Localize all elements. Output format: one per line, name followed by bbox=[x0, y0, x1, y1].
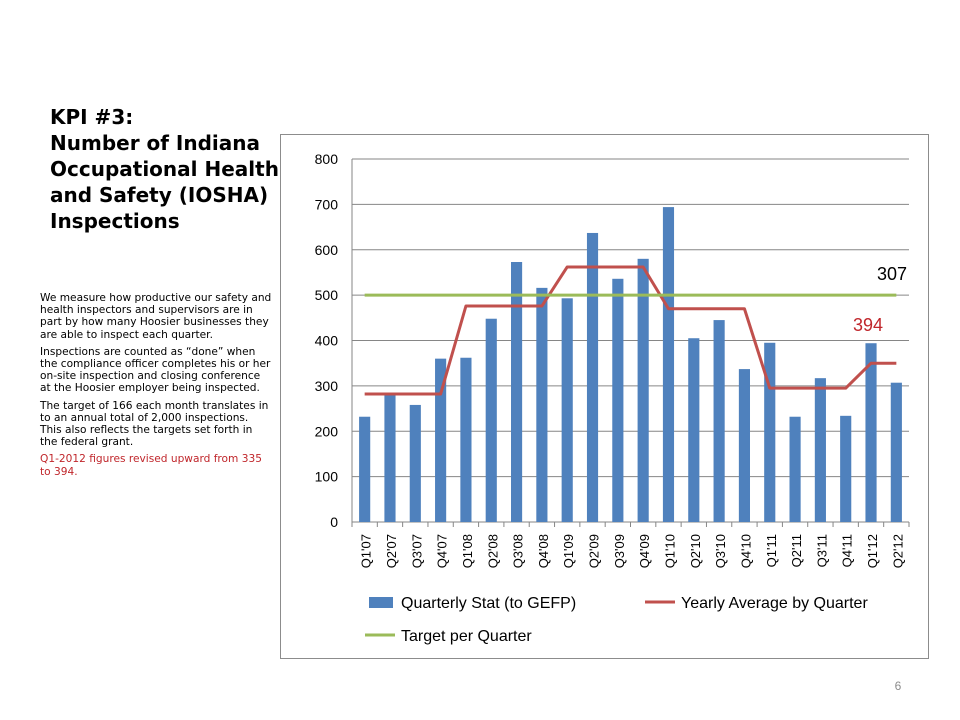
legend-label: Quarterly Stat (to GEFP) bbox=[401, 595, 576, 612]
x-tick-label: Q1'07 bbox=[359, 534, 374, 568]
bar bbox=[561, 298, 573, 522]
x-tick-label: Q3'11 bbox=[814, 534, 829, 567]
y-tick-label: 300 bbox=[315, 378, 339, 394]
bar bbox=[359, 416, 371, 522]
title-line: Occupational Health bbox=[50, 157, 279, 181]
bar bbox=[688, 338, 700, 522]
x-tick-label: Q3'10 bbox=[713, 534, 728, 568]
x-tick-label: Q2'11 bbox=[789, 534, 804, 567]
title-line: Inspections bbox=[50, 209, 180, 233]
description-paragraph: The target of 166 each month translates … bbox=[40, 399, 269, 449]
annotation-label: 307 bbox=[877, 264, 907, 284]
x-tick-label: Q1'12 bbox=[865, 534, 880, 568]
y-tick-label: 200 bbox=[315, 423, 339, 439]
revision-note: Q1-2012 figures revised upward from 335 … bbox=[40, 453, 262, 478]
x-tick-label: Q3'09 bbox=[612, 534, 627, 568]
y-tick-label: 600 bbox=[315, 242, 339, 258]
bar bbox=[409, 404, 421, 522]
description-paragraph: Inspections are counted as “done” when t… bbox=[40, 345, 271, 395]
chart-frame: 0 100 200 300 400 500 600 700 800 Q1'07 Q2'07 Q3'07… bbox=[280, 134, 929, 659]
slide-title: KPI #3: Number of Indiana Occupational H… bbox=[50, 104, 290, 234]
bar bbox=[814, 378, 826, 522]
y-tick-label: 800 bbox=[315, 151, 339, 167]
kpi-description: We measure how productive our safety and… bbox=[40, 292, 272, 483]
bar bbox=[435, 358, 447, 522]
inspections-chart: 0 100 200 300 400 500 600 700 800 Q1'07 Q2'07 Q3'07… bbox=[315, 151, 910, 645]
bar bbox=[637, 258, 649, 522]
x-tick-label: Q4'07 bbox=[435, 534, 450, 568]
bar bbox=[460, 357, 472, 522]
legend-label: Target per Quarter bbox=[401, 628, 532, 645]
x-tick-label: Q4'08 bbox=[536, 534, 551, 568]
x-tick-label: Q3'07 bbox=[409, 534, 424, 568]
bar bbox=[840, 415, 852, 522]
x-tick-label: Q1'09 bbox=[561, 534, 576, 568]
legend-label: Yearly Average by Quarter bbox=[681, 595, 868, 612]
bar bbox=[865, 343, 877, 522]
description-paragraph: We measure how productive our safety and… bbox=[40, 292, 272, 341]
bar bbox=[713, 320, 725, 522]
x-tick-label: Q1'10 bbox=[662, 534, 677, 568]
bar bbox=[662, 207, 675, 522]
x-tick-label: Q4'10 bbox=[738, 534, 753, 568]
x-tick-label: Q1'08 bbox=[460, 534, 475, 568]
title-line: Number of Indiana bbox=[50, 131, 261, 155]
bar bbox=[536, 287, 548, 522]
y-tick-label: 500 bbox=[315, 287, 339, 303]
x-tick-label: Q2'07 bbox=[384, 534, 399, 568]
y-tick-label: 0 bbox=[330, 514, 338, 530]
bar bbox=[586, 232, 599, 522]
bar bbox=[764, 342, 776, 522]
bar bbox=[612, 278, 624, 522]
bar bbox=[485, 318, 497, 522]
bar bbox=[890, 382, 902, 522]
page-number: 6 bbox=[894, 679, 902, 693]
x-tick-label: Q2'10 bbox=[688, 534, 703, 568]
x-tick-label: Q4'09 bbox=[637, 534, 652, 568]
x-tick-label: Q2'08 bbox=[485, 534, 500, 568]
x-tick-label: Q1'11 bbox=[764, 534, 779, 567]
y-tick-label: 100 bbox=[315, 469, 339, 485]
bar bbox=[738, 369, 751, 522]
bar bbox=[510, 262, 523, 522]
annotation-label: 394 bbox=[853, 315, 883, 335]
bar bbox=[384, 393, 396, 522]
x-tick-label: Q3'08 bbox=[511, 534, 526, 568]
x-tick-label: Q2'12 bbox=[890, 534, 905, 568]
title-line: and Safety (IOSHA) bbox=[50, 183, 269, 207]
bar bbox=[789, 416, 801, 522]
legend-swatch bbox=[369, 597, 393, 608]
title-line: KPI #3: bbox=[50, 105, 134, 129]
y-tick-label: 400 bbox=[315, 333, 339, 349]
x-tick-label: Q2'09 bbox=[587, 534, 602, 568]
x-tick-label: Q4'11 bbox=[840, 534, 855, 567]
series-line bbox=[364, 265, 897, 396]
y-tick-label: 700 bbox=[315, 196, 339, 212]
